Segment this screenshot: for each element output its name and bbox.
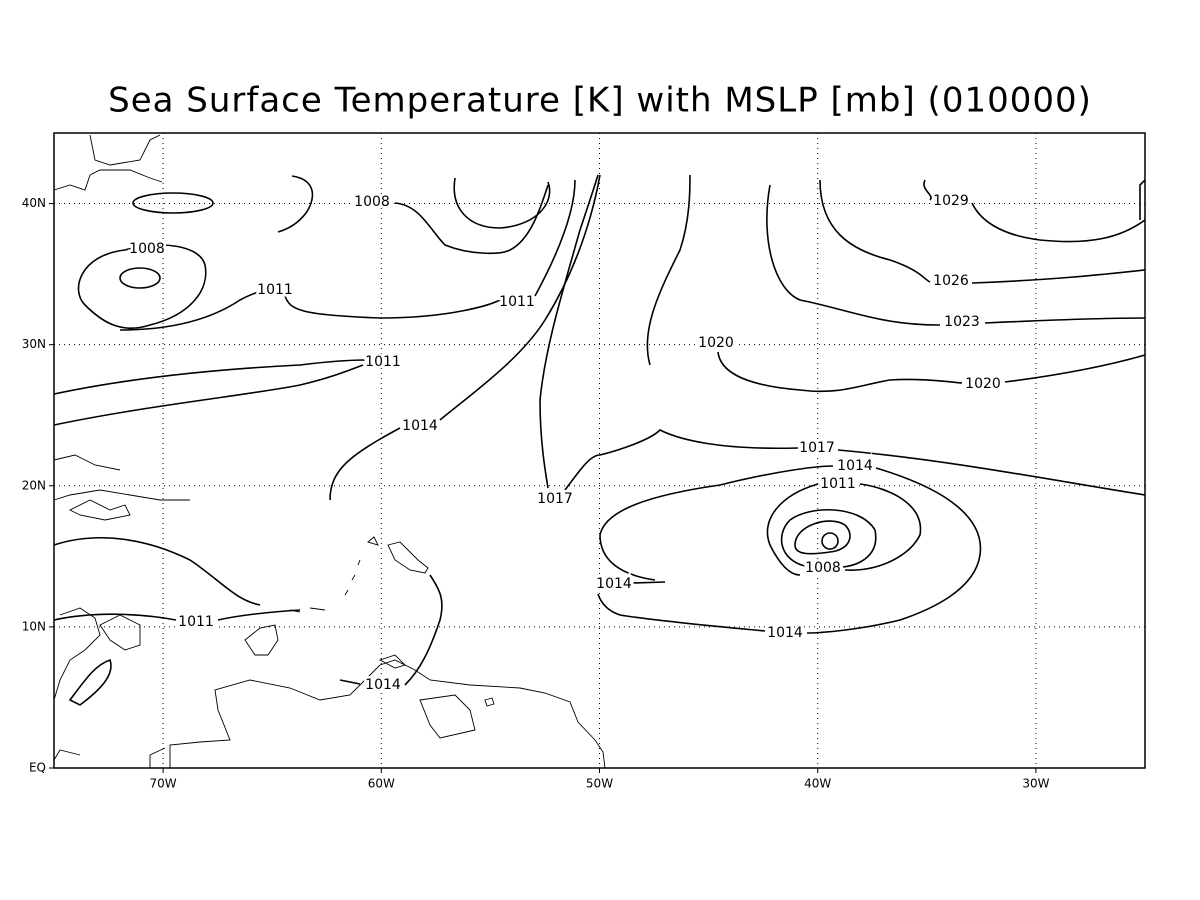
contour-label: 1020 xyxy=(698,335,734,351)
contour-label: 1023 xyxy=(944,314,980,330)
y-tick-label: 30N xyxy=(22,337,46,351)
plot-frame xyxy=(53,132,1146,769)
x-tick-label: 40W xyxy=(804,777,831,791)
contour-label: 1011 xyxy=(365,354,401,370)
contour-label: 1014 xyxy=(402,418,438,434)
contour-label: 1029 xyxy=(933,193,969,209)
x-tick-label: 70W xyxy=(150,777,177,791)
contour-label: 1020 xyxy=(965,376,1001,392)
contour-label: 1011 xyxy=(820,476,856,492)
x-tick-label: 30W xyxy=(1022,777,1049,791)
y-tick-label: 20N xyxy=(22,478,46,492)
map-title: Sea Surface Temperature [K] with MSLP [m… xyxy=(108,81,1092,121)
contour-label: 1011 xyxy=(499,294,535,310)
contour-label: 1008 xyxy=(129,241,165,257)
contour-label: 1011 xyxy=(178,614,214,630)
contour-label: 1011 xyxy=(257,282,293,298)
y-tick-label: 40N xyxy=(22,196,46,210)
y-tick-label: 10N xyxy=(22,619,46,633)
y-tick-label: EQ xyxy=(29,761,46,775)
grid xyxy=(49,133,1145,773)
pressure-contours xyxy=(53,174,1146,706)
contour-label: 1014 xyxy=(837,458,873,474)
contour-label: 1014 xyxy=(767,625,803,641)
contour-label: 1008 xyxy=(805,560,841,576)
contour-label: 1014 xyxy=(596,576,632,592)
contour-label: 1008 xyxy=(354,194,390,210)
contour-labels: 1008100810111011101110141017102010291026… xyxy=(127,191,1004,696)
contour-label: 1017 xyxy=(537,491,573,507)
x-tick-label: 50W xyxy=(586,777,613,791)
coastlines xyxy=(53,134,606,769)
x-tick-label: 60W xyxy=(368,777,395,791)
contour-label: 1017 xyxy=(799,440,835,456)
contour-label: 1026 xyxy=(933,273,969,289)
contour-label: 1014 xyxy=(365,677,401,693)
